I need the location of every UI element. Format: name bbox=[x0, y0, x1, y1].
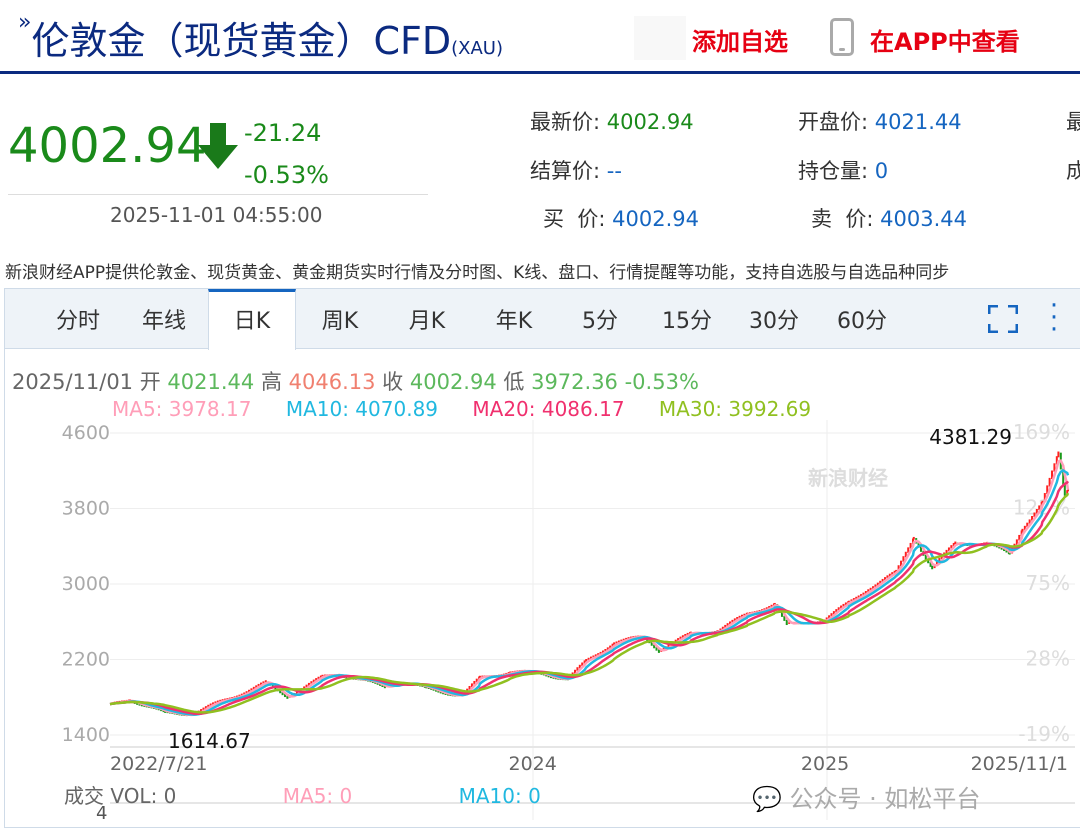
ohlc-info: 2025/11/01 开 4021.44 高 4046.13 收 4002.94… bbox=[12, 366, 699, 396]
x-tick-label: 2025 bbox=[801, 753, 849, 775]
ask-price: 卖 价: 4003.44 bbox=[811, 203, 967, 233]
latest-price: 最新价: 4002.94 bbox=[530, 106, 694, 136]
ma30-line bbox=[109, 492, 1070, 714]
add-watchlist-button[interactable]: 添加自选 bbox=[692, 28, 788, 56]
ma5-line bbox=[109, 459, 1070, 717]
label: 最新价: bbox=[530, 110, 601, 134]
fullscreen-icon[interactable] bbox=[988, 305, 1018, 333]
bid-price: 买 价: 4002.94 bbox=[543, 203, 699, 233]
ma20-legend: MA20: 4086.17 bbox=[472, 397, 625, 421]
promo-text: 新浪财经APP提供伦敦金、现货黄金、黄金期货实时行情及分时图、K线、盘口、行情提… bbox=[5, 263, 950, 283]
value: 4003.44 bbox=[880, 207, 967, 231]
tab-daily-k[interactable]: 日K bbox=[208, 289, 296, 350]
settle-price: 结算价: -- bbox=[530, 155, 622, 185]
ma10-line bbox=[109, 469, 1070, 716]
close-value: 4002.94 bbox=[409, 370, 497, 394]
label: 持仓量: bbox=[798, 159, 869, 183]
current-price: 4002.94 bbox=[8, 118, 207, 174]
ma-legend: MA5: 3978.17 MA10: 4070.89 MA20: 4086.17… bbox=[112, 397, 811, 421]
down-arrow-icon bbox=[198, 123, 238, 169]
y-tick-label: 3800 bbox=[62, 498, 110, 520]
max-label: 4381.29 bbox=[929, 425, 1012, 449]
tab-60min[interactable]: 60分 bbox=[837, 309, 887, 334]
tab-yearly-k[interactable]: 年K bbox=[495, 309, 533, 334]
volume-legend: 成交 VOL: 0 MA5: 0 MA10: 0 bbox=[64, 780, 541, 809]
pct-value: -0.53% bbox=[624, 370, 699, 394]
tab-30min[interactable]: 30分 bbox=[749, 309, 799, 334]
close-label: 收 bbox=[382, 370, 404, 394]
x-tick-label: 2025/11/1 bbox=[971, 753, 1068, 775]
min-label: 1614.67 bbox=[168, 729, 251, 753]
price-chart[interactable]: 4600 169%3800 122%3000 75%2200 28%1400 -19%20… bbox=[0, 420, 1080, 820]
quote-time: 2025-11-01 04:55:00 bbox=[110, 203, 323, 227]
value: 4002.94 bbox=[606, 110, 694, 134]
volume-label: 成交 bbox=[64, 784, 104, 808]
watermark: 💬 公众号 · 如松平台 bbox=[752, 779, 980, 814]
cut-field: 成 bbox=[1066, 159, 1080, 183]
high-label: 高 bbox=[260, 370, 282, 394]
y-right-tick-label: 75% bbox=[1026, 571, 1070, 595]
more-options-icon[interactable]: · · · bbox=[1049, 291, 1059, 345]
label: 开盘价: bbox=[798, 110, 869, 134]
value: 4021.44 bbox=[874, 110, 962, 134]
ma10-legend: MA10: 4070.89 bbox=[285, 397, 439, 421]
view-in-app-button[interactable]: 在APP中查看 bbox=[870, 28, 1020, 56]
y-tick-label: 3000 bbox=[62, 573, 110, 595]
tab-5min[interactable]: 5分 bbox=[582, 309, 618, 334]
open-price: 开盘价: 4021.44 bbox=[798, 106, 962, 136]
change-value: -21.24 bbox=[244, 119, 322, 147]
label: 买 价: bbox=[543, 207, 606, 231]
ma5-legend: MA5: 3978.17 bbox=[112, 397, 252, 421]
vol-ma10: MA10: 0 bbox=[458, 784, 541, 808]
change-pct: -0.53% bbox=[244, 161, 329, 189]
title-text: 伦敦金（现货黄金）CFD bbox=[31, 19, 452, 63]
volume-axis-label: 4 bbox=[96, 803, 108, 824]
open-value: 4021.44 bbox=[167, 370, 255, 394]
y-tick-label: 2200 bbox=[62, 649, 110, 671]
y-tick-label: 1400 bbox=[62, 724, 110, 746]
low-value: 3972.36 bbox=[531, 370, 618, 394]
cut-field: 最 bbox=[1066, 110, 1080, 134]
y-right-tick-label: -19% bbox=[1018, 722, 1070, 746]
vol-value: VOL: 0 bbox=[110, 784, 177, 808]
ohlc-date: 2025/11/01 bbox=[12, 370, 134, 394]
ma20-line bbox=[109, 480, 1070, 715]
value: 0 bbox=[874, 159, 889, 183]
y-right-tick-label: 169% bbox=[1013, 420, 1070, 444]
placeholder-box bbox=[634, 16, 686, 60]
tab-year-line[interactable]: 年线 bbox=[141, 309, 186, 334]
open-label: 开 bbox=[139, 370, 161, 394]
y-right-tick-label: 28% bbox=[1026, 647, 1070, 671]
label: 卖 价: bbox=[811, 207, 874, 231]
low-label: 低 bbox=[503, 370, 525, 394]
symbol: (XAU) bbox=[451, 38, 503, 59]
value: -- bbox=[606, 159, 622, 183]
double-chevron-icon: » bbox=[18, 10, 32, 35]
tab-15min[interactable]: 15分 bbox=[662, 309, 712, 334]
high-value: 4046.13 bbox=[288, 370, 376, 394]
wechat-icon: 💬 bbox=[752, 785, 782, 813]
watermark-text: 公众号 · 如松平台 bbox=[789, 785, 981, 813]
header-divider bbox=[0, 71, 1080, 74]
open-interest: 持仓量: 0 bbox=[798, 155, 888, 185]
vol-ma5: MA5: 0 bbox=[282, 784, 353, 808]
y-tick-label: 4600 bbox=[62, 422, 110, 444]
ma30-legend: MA30: 3992.69 bbox=[658, 397, 812, 421]
tab-monthly-k[interactable]: 月K bbox=[408, 309, 446, 334]
tab-intraday[interactable]: 分时 bbox=[55, 309, 100, 334]
label: 结算价: bbox=[530, 159, 601, 183]
page-title: »伦敦金（现货黄金）CFD(XAU) bbox=[18, 10, 503, 65]
value: 4002.94 bbox=[612, 207, 699, 231]
sina-watermark: 新浪财经 bbox=[808, 466, 888, 490]
phone-icon bbox=[830, 18, 854, 56]
price-change: -21.24 -0.53% bbox=[244, 112, 329, 196]
x-tick-label: 2022/7/21 bbox=[110, 753, 207, 775]
tab-weekly-k[interactable]: 周K bbox=[321, 309, 359, 334]
divider bbox=[8, 194, 428, 195]
x-tick-label: 2024 bbox=[508, 753, 556, 775]
chart-tabs: 分时 年线 日K 周K 月K 年K 5分 15分 30分 60分 bbox=[5, 289, 1080, 350]
